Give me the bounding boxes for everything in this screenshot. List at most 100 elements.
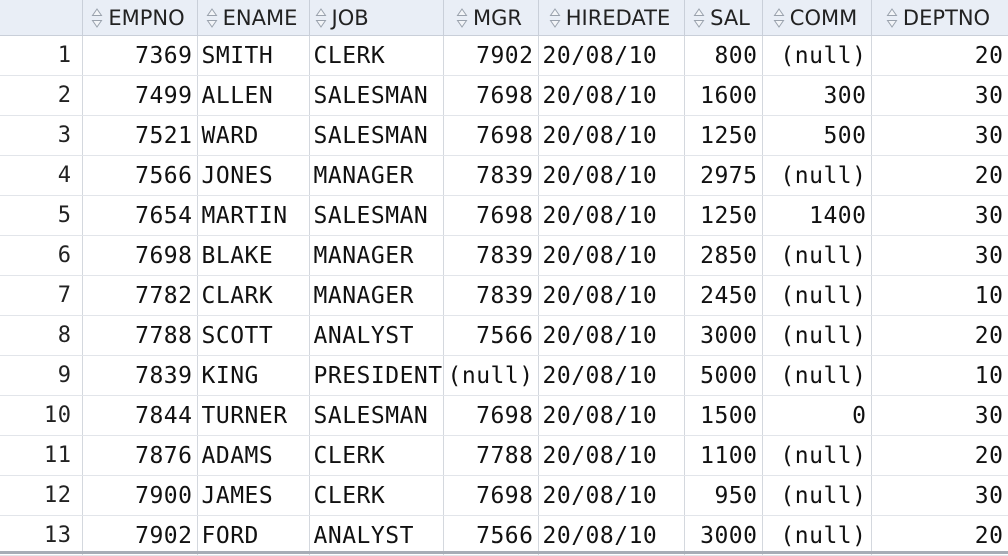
cell-job[interactable]: SALESMAN	[309, 395, 444, 436]
cell-empno[interactable]: 7844	[82, 395, 198, 436]
cell-job[interactable]: ANALYST	[309, 315, 444, 356]
cell-mgr[interactable]: 7788	[443, 435, 539, 476]
cell-hiredate[interactable]: 20/08/10	[538, 315, 685, 356]
sort-icon[interactable]	[692, 6, 706, 30]
cell-empno[interactable]: 7900	[82, 475, 198, 516]
cell-mgr[interactable]: 7566	[443, 515, 539, 556]
cell-hiredate[interactable]: 20/08/10	[538, 275, 685, 316]
cell-deptno[interactable]: 30	[871, 115, 1008, 156]
column-header-mgr[interactable]: MGR	[443, 0, 539, 36]
cell-empno[interactable]: 7902	[82, 515, 198, 556]
cell-ename[interactable]: WARD	[197, 115, 310, 156]
cell-comm[interactable]: (null)	[762, 435, 872, 476]
cell-sal[interactable]: 1600	[684, 75, 763, 116]
cell-comm[interactable]: (null)	[762, 155, 872, 196]
table-row[interactable]: 2 7499 ALLEN SALESMAN 7698 20/08/10 1600 300 30	[0, 75, 1008, 116]
table-row[interactable]: 7 7782 CLARK MANAGER 7839 20/08/10 2450 (null) 1…	[0, 275, 1008, 316]
cell-ename[interactable]: JONES	[197, 155, 310, 196]
cell-ename[interactable]: MARTIN	[197, 195, 310, 236]
cell-hiredate[interactable]: 20/08/10	[538, 155, 685, 196]
cell-deptno[interactable]: 10	[871, 355, 1008, 396]
table-row[interactable]: 6 7698 BLAKE MANAGER 7839 20/08/10 2850 (null) 3…	[0, 235, 1008, 276]
cell-mgr[interactable]: 7698	[443, 395, 539, 436]
cell-comm[interactable]: 1400	[762, 195, 872, 236]
column-header-comm[interactable]: COMM	[762, 0, 872, 36]
column-header-job[interactable]: JOB	[309, 0, 444, 36]
cell-ename[interactable]: KING	[197, 355, 310, 396]
cell-job[interactable]: CLERK	[309, 35, 444, 76]
cell-comm[interactable]: (null)	[762, 35, 872, 76]
cell-comm[interactable]: (null)	[762, 235, 872, 276]
cell-empno[interactable]: 7839	[82, 355, 198, 396]
cell-job[interactable]: SALESMAN	[309, 115, 444, 156]
cell-mgr[interactable]: 7698	[443, 75, 539, 116]
cell-empno[interactable]: 7521	[82, 115, 198, 156]
table-row[interactable]: 5 7654 MARTIN SALESMAN 7698 20/08/10 1250 1400 3…	[0, 195, 1008, 236]
cell-hiredate[interactable]: 20/08/10	[538, 395, 685, 436]
cell-ename[interactable]: BLAKE	[197, 235, 310, 276]
cell-comm[interactable]: (null)	[762, 475, 872, 516]
cell-sal[interactable]: 5000	[684, 355, 763, 396]
cell-deptno[interactable]: 10	[871, 275, 1008, 316]
cell-job[interactable]: CLERK	[309, 475, 444, 516]
cell-mgr[interactable]: (null)	[443, 355, 539, 396]
cell-ename[interactable]: CLARK	[197, 275, 310, 316]
cell-deptno[interactable]: 30	[871, 75, 1008, 116]
cell-empno[interactable]: 7499	[82, 75, 198, 116]
cell-sal[interactable]: 1250	[684, 195, 763, 236]
sort-icon[interactable]	[205, 6, 219, 30]
cell-ename[interactable]: ADAMS	[197, 435, 310, 476]
cell-sal[interactable]: 1250	[684, 115, 763, 156]
cell-deptno[interactable]: 20	[871, 435, 1008, 476]
cell-job[interactable]: SALESMAN	[309, 195, 444, 236]
cell-deptno[interactable]: 20	[871, 515, 1008, 556]
cell-mgr[interactable]: 7566	[443, 315, 539, 356]
cell-sal[interactable]: 800	[684, 35, 763, 76]
cell-ename[interactable]: SCOTT	[197, 315, 310, 356]
cell-hiredate[interactable]: 20/08/10	[538, 235, 685, 276]
cell-comm[interactable]: (null)	[762, 515, 872, 556]
table-row[interactable]: 9 7839 KING PRESIDENT (null) 20/08/10 5000 (nul…	[0, 355, 1008, 396]
cell-job[interactable]: PRESIDENT	[309, 355, 444, 396]
cell-job[interactable]: CLERK	[309, 435, 444, 476]
column-header-hiredate[interactable]: HIREDATE	[538, 0, 685, 36]
cell-deptno[interactable]: 30	[871, 195, 1008, 236]
cell-ename[interactable]: SMITH	[197, 35, 310, 76]
cell-sal[interactable]: 2450	[684, 275, 763, 316]
cell-sal[interactable]: 2975	[684, 155, 763, 196]
sort-icon[interactable]	[455, 6, 469, 30]
cell-sal[interactable]: 1500	[684, 395, 763, 436]
table-row[interactable]: 3 7521 WARD SALESMAN 7698 20/08/10 1250 500 30	[0, 115, 1008, 156]
cell-sal[interactable]: 2850	[684, 235, 763, 276]
cell-mgr[interactable]: 7698	[443, 195, 539, 236]
column-header-deptno[interactable]: DEPTNO	[871, 0, 1008, 36]
cell-job[interactable]: ANALYST	[309, 515, 444, 556]
cell-deptno[interactable]: 30	[871, 475, 1008, 516]
cell-mgr[interactable]: 7698	[443, 115, 539, 156]
cell-ename[interactable]: JAMES	[197, 475, 310, 516]
cell-empno[interactable]: 7788	[82, 315, 198, 356]
table-row[interactable]: 10 7844 TURNER SALESMAN 7698 20/08/10 1500 0 30	[0, 395, 1008, 436]
cell-job[interactable]: MANAGER	[309, 235, 444, 276]
sort-icon[interactable]	[90, 6, 104, 30]
cell-comm[interactable]: 300	[762, 75, 872, 116]
table-row[interactable]: 12 7900 JAMES CLERK 7698 20/08/10 950 (null) 30	[0, 475, 1008, 516]
cell-empno[interactable]: 7566	[82, 155, 198, 196]
cell-sal[interactable]: 1100	[684, 435, 763, 476]
cell-sal[interactable]: 3000	[684, 315, 763, 356]
table-row[interactable]: 13 7902 FORD ANALYST 7566 20/08/10 3000 (null) 2…	[0, 515, 1008, 556]
sort-icon[interactable]	[314, 6, 328, 30]
cell-hiredate[interactable]: 20/08/10	[538, 515, 685, 556]
cell-mgr[interactable]: 7839	[443, 155, 539, 196]
cell-comm[interactable]: (null)	[762, 315, 872, 356]
cell-hiredate[interactable]: 20/08/10	[538, 435, 685, 476]
cell-hiredate[interactable]: 20/08/10	[538, 475, 685, 516]
column-header-ename[interactable]: ENAME	[197, 0, 310, 36]
cell-comm[interactable]: (null)	[762, 275, 872, 316]
cell-ename[interactable]: ALLEN	[197, 75, 310, 116]
cell-job[interactable]: MANAGER	[309, 155, 444, 196]
cell-hiredate[interactable]: 20/08/10	[538, 75, 685, 116]
cell-empno[interactable]: 7698	[82, 235, 198, 276]
cell-deptno[interactable]: 20	[871, 315, 1008, 356]
cell-mgr[interactable]: 7902	[443, 35, 539, 76]
